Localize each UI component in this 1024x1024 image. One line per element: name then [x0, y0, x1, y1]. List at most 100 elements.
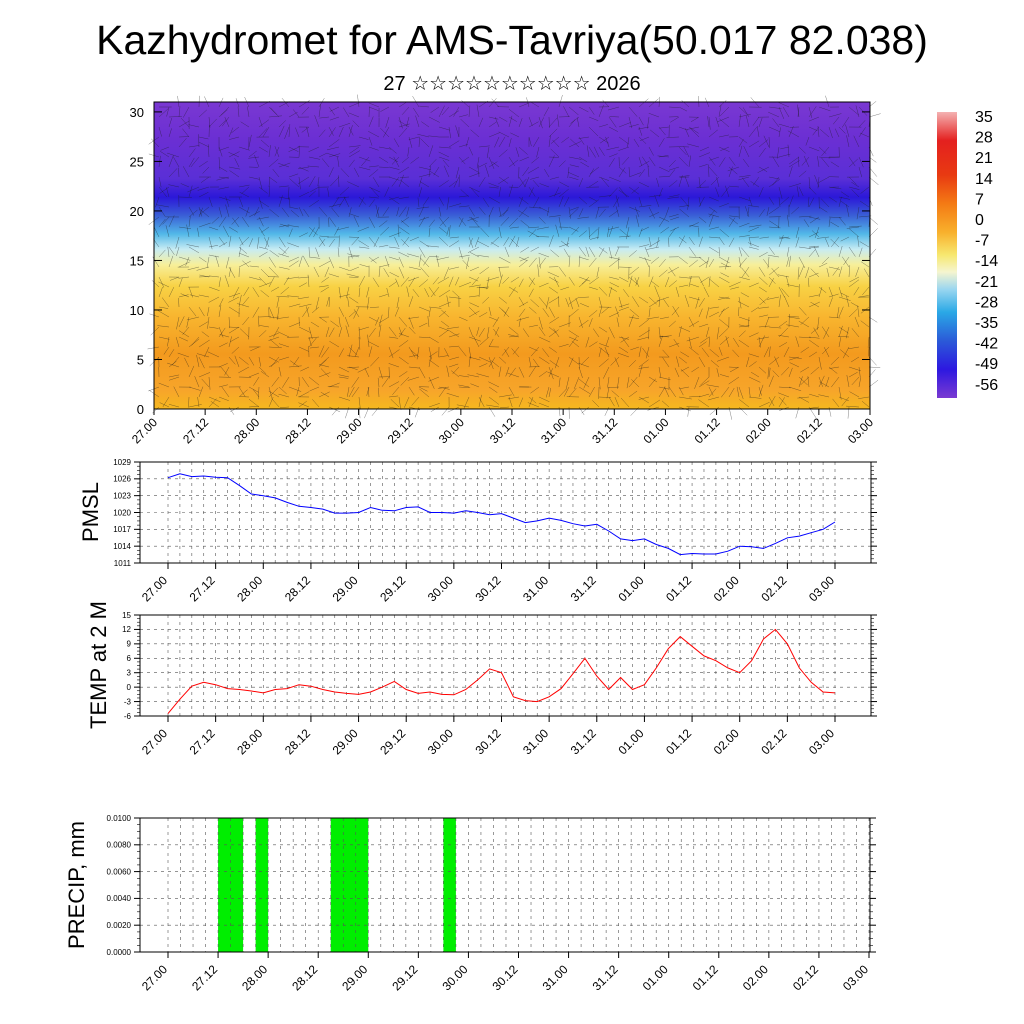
- x-tick-label: 29.00: [330, 573, 361, 604]
- x-tick-label: 28.00: [239, 962, 270, 993]
- y-tick-label: 0.0060: [107, 867, 132, 876]
- x-tick-label: 28.00: [234, 726, 265, 757]
- colorbar-label: 21: [975, 150, 993, 167]
- x-tick-label: 31.00: [540, 962, 571, 993]
- y-tick-label: -3: [124, 697, 132, 706]
- colorbar-label: -21: [975, 274, 998, 291]
- colorbar-label: -28: [975, 294, 998, 311]
- x-tick-label: 01.00: [615, 726, 646, 757]
- x-tick-label: 30.12: [472, 573, 503, 604]
- x-tick-label: 03.00: [806, 726, 837, 757]
- y-tick-label: 20: [130, 204, 144, 219]
- colorbar-label: 0: [975, 212, 984, 229]
- x-tick-label: 27.00: [139, 726, 170, 757]
- x-tick-label: 01.00: [640, 415, 671, 446]
- temp-series-line: [167, 628, 836, 714]
- x-tick-label: 03.00: [845, 415, 876, 446]
- y-tick-label: -6: [124, 712, 132, 721]
- x-tick-label: 02.00: [711, 573, 742, 604]
- x-tick-label: 30.00: [425, 726, 456, 757]
- x-tick-label: 02.00: [711, 726, 742, 757]
- x-tick-label: 30.12: [472, 726, 503, 757]
- x-tick-label: 30.00: [439, 962, 470, 993]
- precip-bar: [443, 818, 456, 952]
- pmsl-axis-label: PMSL: [78, 482, 103, 542]
- precip-panel: 0.0000 0.0020 0.0040 0.0060 0.0080 0.0100 27.…: [64, 814, 876, 993]
- x-tick-label: 29.00: [334, 415, 365, 446]
- x-tick-label: 02.12: [790, 962, 821, 993]
- y-tick-label: 1017: [113, 525, 131, 534]
- colorbar-label: -56: [975, 377, 998, 394]
- page-subtitle: 27 ☆☆☆☆☆☆☆☆☆☆ 2026: [383, 73, 641, 95]
- x-tick-label: 29.00: [339, 962, 370, 993]
- y-tick-label: 9: [127, 640, 132, 649]
- y-tick-label: 5: [137, 352, 144, 367]
- x-tick-label: 01.12: [692, 415, 723, 446]
- cross-section-panel: 0 5 10 15 20 25 30 27.00 27.12 28.00 28.12 29.00 29…: [129, 94, 881, 446]
- y-tick-label: 12: [122, 625, 131, 634]
- x-tick-label: 31.00: [520, 726, 551, 757]
- x-tick-label: 03.00: [806, 573, 837, 604]
- y-tick-label: 6: [127, 654, 132, 663]
- colorbar-label: -49: [975, 356, 998, 373]
- colorbar-label: -7: [975, 233, 989, 250]
- x-tick-label: 30.12: [489, 962, 520, 993]
- x-tick-label: 31.00: [538, 415, 569, 446]
- precip-bar: [255, 818, 269, 952]
- x-tick-label: 27.12: [189, 962, 220, 993]
- x-tick-label: 03.00: [840, 962, 871, 993]
- x-tick-label: 28.00: [234, 573, 265, 604]
- x-tick-label: 28.12: [282, 573, 313, 604]
- x-tick-label: 27.00: [129, 415, 160, 446]
- x-tick-label: 29.12: [377, 726, 408, 757]
- y-tick-label: 15: [122, 611, 131, 620]
- x-tick-label: 31.12: [568, 573, 599, 604]
- colorbar-label: -14: [975, 253, 998, 270]
- y-tick-label: 25: [130, 154, 144, 169]
- x-tick-label: 31.00: [520, 573, 551, 604]
- x-tick-label: 28.00: [231, 415, 262, 446]
- x-tick-label: 01.12: [663, 726, 694, 757]
- colorbar-label: -42: [975, 336, 998, 353]
- x-tick-label: 01.12: [690, 962, 721, 993]
- y-tick-label: 0.0040: [107, 894, 132, 903]
- y-tick-label: 10: [130, 303, 144, 318]
- colorbar-scale: [937, 112, 957, 398]
- y-tick-label: 1026: [113, 475, 131, 484]
- y-tick-label: 1011: [114, 559, 132, 568]
- x-tick-label: 31.12: [568, 726, 599, 757]
- temp-panel: -6 -3 0 3 6 9 12 15 27.00 27.12 28.00 28.12 29.00 29…: [86, 601, 877, 757]
- y-tick-label: 0: [127, 683, 132, 692]
- pmsl-panel: 1011 1014 1017 1020 1023 1026 1029 27.00 27.12 2…: [78, 458, 877, 604]
- y-tick-label: 0: [137, 402, 144, 417]
- precip-frame: [139, 817, 871, 953]
- x-tick-label: 31.12: [589, 415, 620, 446]
- precip-bar: [330, 818, 369, 952]
- page-title: Kazhydromet for AMS-Tavriya(50.017 82.03…: [96, 17, 928, 63]
- wind-barbs-texture: [147, 94, 881, 420]
- x-tick-label: 31.12: [590, 962, 621, 993]
- y-tick-label: 1029: [113, 458, 131, 467]
- x-tick-label: 27.12: [187, 726, 218, 757]
- x-tick-label: 27.12: [180, 415, 211, 446]
- colorbar-label: 35: [975, 109, 993, 126]
- x-tick-label: 01.00: [615, 573, 646, 604]
- x-tick-label: 02.00: [743, 415, 774, 446]
- colorbar-label: 28: [975, 130, 993, 147]
- x-tick-label: 29.00: [330, 726, 361, 757]
- x-tick-label: 28.12: [282, 415, 313, 446]
- temp-axis-label: TEMP at 2 M: [86, 601, 111, 729]
- y-tick-label: 0.0000: [107, 948, 132, 957]
- y-tick-label: 0.0100: [107, 814, 132, 823]
- cross-section-field: [154, 102, 870, 409]
- y-tick-label: 1014: [113, 542, 131, 551]
- x-tick-label: 01.12: [663, 573, 694, 604]
- x-tick-label: 30.00: [425, 573, 456, 604]
- x-tick-label: 02.12: [758, 573, 789, 604]
- x-tick-label: 27.00: [139, 573, 170, 604]
- colorbar-label: 14: [975, 171, 993, 188]
- x-tick-label: 02.00: [740, 962, 771, 993]
- y-tick-label: 15: [130, 253, 144, 268]
- y-tick-label: 1020: [113, 508, 131, 517]
- precip-axis-label: PRECIP, mm: [64, 821, 89, 949]
